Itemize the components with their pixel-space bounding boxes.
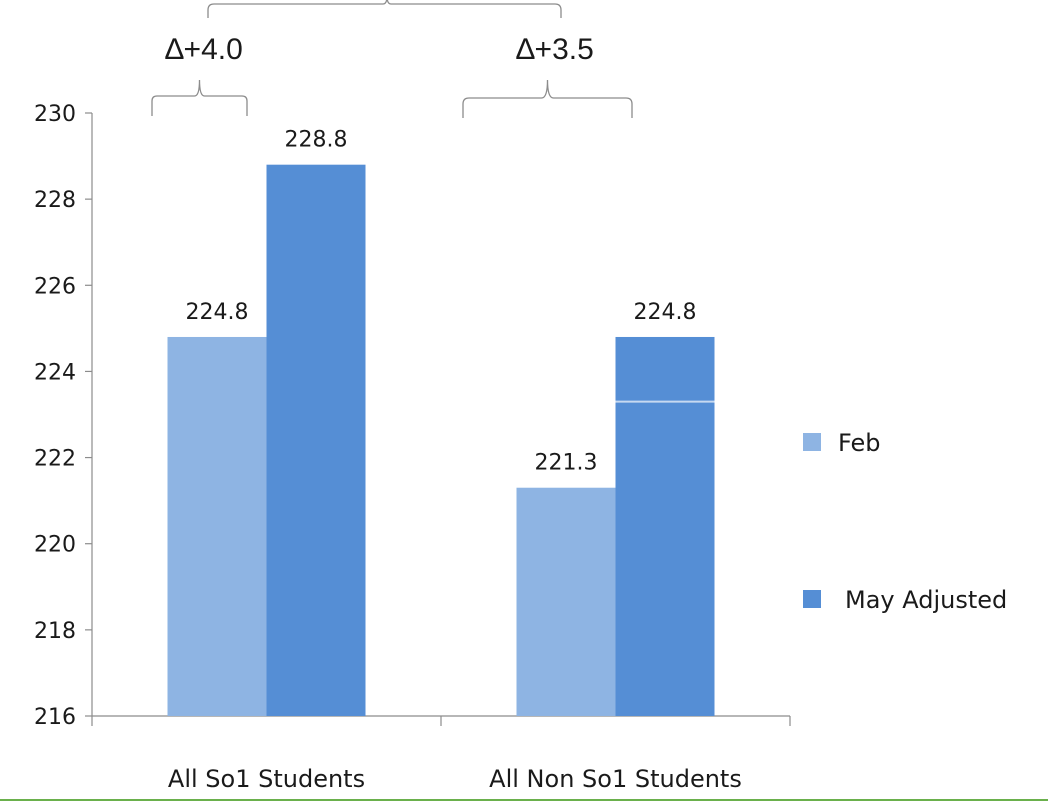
annotation-brace xyxy=(462,79,633,118)
delta-annotation: ∆+4.0 xyxy=(165,33,243,66)
legend-label: Feb xyxy=(838,429,881,457)
y-tick-label: 228 xyxy=(34,188,76,213)
bars xyxy=(167,164,715,716)
bar xyxy=(615,336,715,716)
y-tick-label: 222 xyxy=(34,447,76,472)
y-tick-label: 216 xyxy=(34,705,76,730)
axes: 216 218 220 222 224 226 228 230 All So1 Students… xyxy=(34,102,791,793)
braces: ∆+4.0 ∆+3.5 xyxy=(151,0,633,118)
y-tick-label: 230 xyxy=(34,102,76,127)
bar xyxy=(167,336,267,716)
data-labels: 224.8 228.8 221.3 224.8 xyxy=(186,128,697,476)
annotation-brace xyxy=(151,79,248,116)
data-label: 224.8 xyxy=(634,300,697,325)
data-label: 224.8 xyxy=(186,300,249,325)
y-tick-label: 220 xyxy=(34,533,76,558)
y-tick-label: 218 xyxy=(34,619,76,644)
y-tick-label: 224 xyxy=(34,360,76,385)
x-tick-label: All Non So1 Students xyxy=(489,765,742,793)
legend-swatch xyxy=(803,590,821,608)
legend-swatch xyxy=(803,433,821,451)
y-tick-label: 226 xyxy=(34,274,76,299)
delta-annotation: ∆+3.5 xyxy=(516,33,594,66)
bar xyxy=(516,487,616,716)
legend-label: May Adjusted xyxy=(845,586,1007,614)
legend: Feb May Adjusted xyxy=(803,429,1007,614)
top-brace xyxy=(207,0,562,18)
data-label: 221.3 xyxy=(535,451,598,476)
bar xyxy=(266,164,366,716)
data-label: 228.8 xyxy=(285,128,348,153)
x-tick-label: All So1 Students xyxy=(168,765,365,793)
